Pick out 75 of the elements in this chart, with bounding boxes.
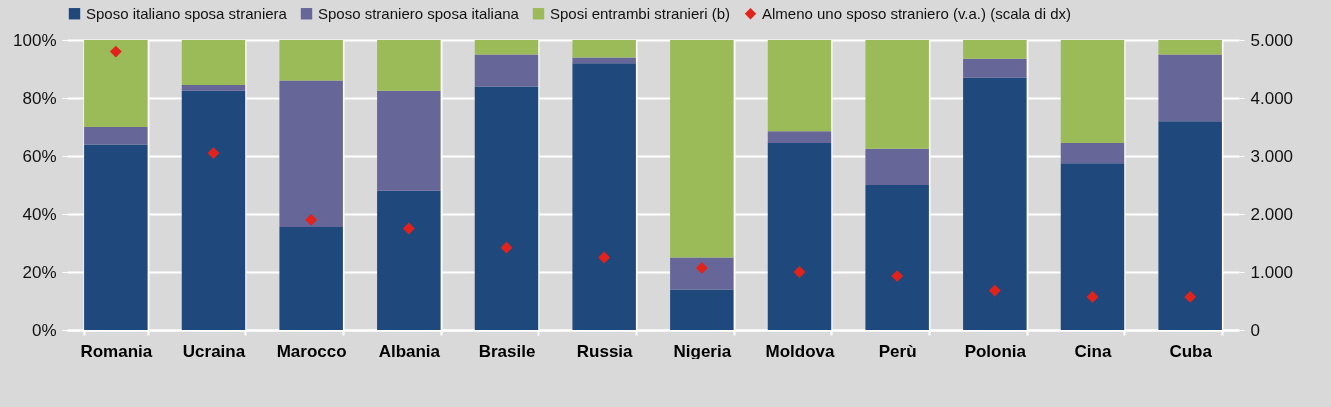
x-tick-label: Moldova bbox=[765, 341, 836, 361]
bar bbox=[181, 40, 246, 85]
legend-label: Almeno uno sposo straniero (v.a.) (scala di dx) bbox=[762, 4, 1072, 22]
y2-tick-label: 2.000 bbox=[1250, 204, 1294, 224]
point bbox=[1086, 291, 1099, 303]
bar bbox=[84, 127, 148, 145]
point bbox=[695, 262, 708, 274]
bar bbox=[670, 40, 734, 258]
point bbox=[207, 147, 220, 160]
y2-tick-label: 5.000 bbox=[1250, 30, 1294, 50]
bar bbox=[377, 90, 441, 191]
y2-tick-label: 0 bbox=[1250, 320, 1260, 340]
x-tick-label: Cuba bbox=[1169, 341, 1213, 361]
y2-tick-label: 4.000 bbox=[1250, 88, 1294, 108]
x-tick-label: Romania bbox=[80, 341, 153, 361]
legend-label: Sposo italiano sposa straniera bbox=[86, 4, 288, 22]
x-tick-label: Ucraina bbox=[182, 341, 246, 361]
bar bbox=[963, 77, 1027, 330]
bar bbox=[1060, 40, 1125, 143]
point bbox=[500, 241, 513, 254]
x-tick-label: Cina bbox=[1074, 341, 1112, 361]
bar bbox=[279, 40, 343, 81]
y-tick-label: 60% bbox=[22, 146, 57, 166]
legend-label: Sposi entrambi stranieri (b) bbox=[550, 4, 731, 22]
bar bbox=[377, 40, 441, 91]
x-tick-label: Albania bbox=[378, 341, 441, 361]
bar bbox=[670, 257, 734, 290]
bar bbox=[865, 185, 929, 330]
point bbox=[305, 213, 318, 226]
bar bbox=[767, 142, 832, 330]
point bbox=[402, 222, 415, 235]
bar bbox=[181, 90, 246, 330]
bar bbox=[572, 63, 636, 330]
bar bbox=[474, 40, 539, 55]
point bbox=[598, 251, 611, 264]
x-tick-label: Perù bbox=[878, 341, 917, 361]
bar bbox=[572, 57, 636, 64]
y-tick-label: 80% bbox=[22, 88, 57, 108]
bar bbox=[767, 131, 832, 143]
bar bbox=[279, 80, 343, 228]
bar bbox=[377, 190, 441, 330]
bar bbox=[865, 148, 929, 185]
bar bbox=[1060, 163, 1125, 330]
bar bbox=[670, 289, 734, 330]
x-tick-label: Russia bbox=[576, 341, 634, 361]
bar bbox=[474, 54, 539, 87]
y-tick-label: 20% bbox=[22, 262, 57, 282]
y-tick-label: 0% bbox=[31, 320, 57, 340]
bar bbox=[1158, 40, 1222, 55]
y-tick-label: 100% bbox=[13, 30, 57, 50]
bar bbox=[1060, 142, 1125, 164]
legend-label: Sposo straniero sposa italiana bbox=[318, 4, 520, 22]
point bbox=[793, 266, 806, 278]
point bbox=[1184, 291, 1197, 303]
bar bbox=[181, 84, 246, 91]
bar bbox=[1158, 54, 1222, 122]
point bbox=[109, 45, 122, 58]
bar bbox=[474, 86, 539, 330]
bar bbox=[84, 144, 148, 330]
bar bbox=[84, 40, 148, 127]
y2-tick-label: 3.000 bbox=[1250, 146, 1294, 166]
bar bbox=[767, 40, 832, 132]
x-tick-label: Marocco bbox=[276, 341, 347, 361]
bar bbox=[865, 40, 929, 149]
point bbox=[891, 270, 904, 282]
bar bbox=[963, 40, 1027, 59]
bar bbox=[1158, 121, 1222, 330]
x-tick-label: Brasile bbox=[478, 341, 536, 361]
bar bbox=[279, 227, 343, 330]
x-tick-label: Polonia bbox=[964, 341, 1027, 361]
y2-tick-label: 1.000 bbox=[1250, 262, 1294, 282]
bar bbox=[572, 40, 636, 58]
y-tick-label: 40% bbox=[22, 204, 57, 224]
point bbox=[988, 284, 1001, 297]
bar bbox=[963, 58, 1027, 78]
